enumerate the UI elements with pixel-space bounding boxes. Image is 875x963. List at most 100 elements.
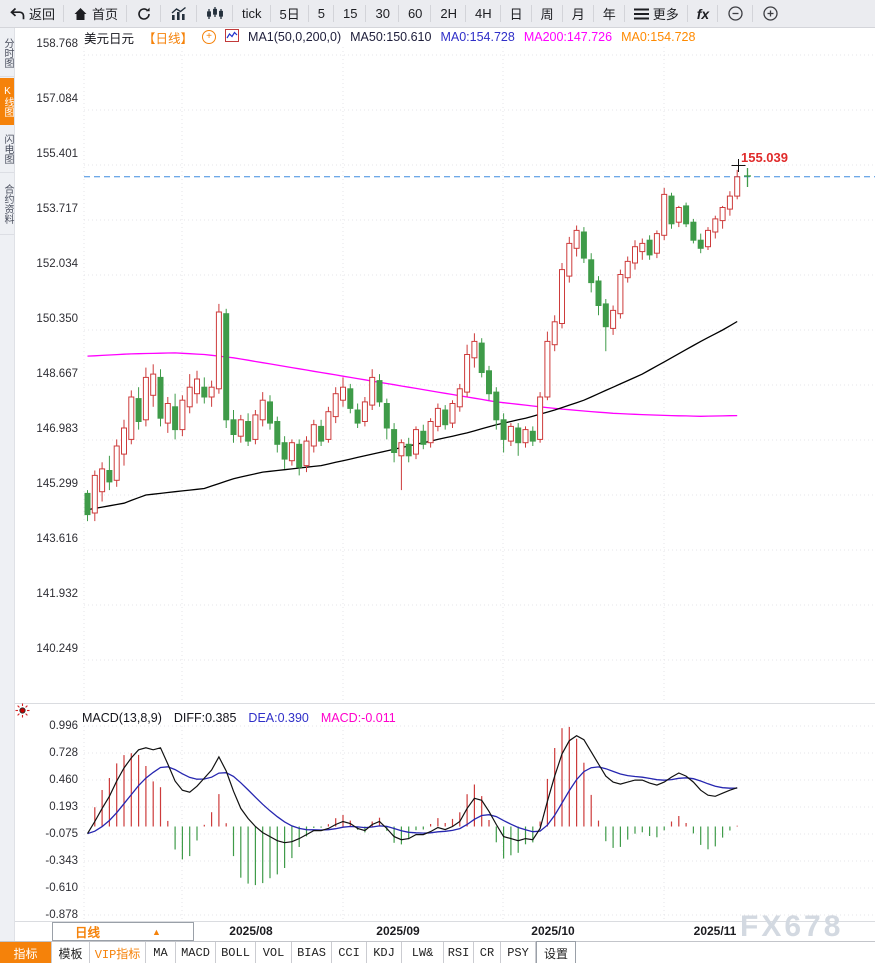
- macd-axis-label: 0.996: [49, 720, 78, 732]
- toolbar-label-day: 日: [509, 7, 523, 22]
- toolbar-item-m15[interactable]: 15: [334, 0, 367, 27]
- macd-title: MACD(13,8,9): [82, 711, 162, 725]
- indicator-tab-PSY[interactable]: PSY: [501, 942, 536, 963]
- toolbar-item-tick[interactable]: tick: [233, 0, 271, 27]
- toolbar-item-zoom-out[interactable]: [718, 0, 754, 27]
- toolbar-item-zoom-in[interactable]: [753, 0, 788, 27]
- price-axis-label: 143.616: [36, 533, 78, 545]
- toolbar-item-h4[interactable]: 4H: [466, 0, 501, 27]
- macd-dea-value: DEA:0.390: [248, 711, 309, 725]
- toolbar-label-week: 周: [540, 7, 554, 22]
- last-price-label: 155.039: [741, 150, 788, 165]
- indicator-tab-设置[interactable]: 设置: [536, 941, 576, 963]
- toolbar-label-home: 首页: [92, 7, 119, 22]
- candle-chart-icon: [206, 6, 224, 21]
- toolbar-item-fx[interactable]: fx: [688, 0, 719, 27]
- panel-separator: [15, 703, 875, 704]
- toolbar-item-back[interactable]: 返回: [0, 0, 65, 27]
- period-dropdown-button[interactable]: 日线 ▲: [52, 922, 194, 941]
- toolbar-item-more[interactable]: 更多: [625, 0, 688, 27]
- ma-settings-label: MA1(50,0,200,0): [248, 30, 342, 44]
- indicator-tab-指标[interactable]: 指标: [0, 942, 52, 963]
- indicator-tab-BIAS[interactable]: BIAS: [292, 942, 332, 963]
- indicator-tab-VOL[interactable]: VOL: [256, 942, 292, 963]
- ma0-orange-value: MA0:154.728: [621, 30, 696, 44]
- toolbar-item-day[interactable]: 日: [501, 0, 532, 27]
- toolbar-label-m15: 15: [343, 6, 358, 21]
- sidebar: 分时图 K线图 闪电图 合约资料: [0, 27, 15, 963]
- toolbar-item-m5[interactable]: 5: [309, 0, 335, 27]
- toolbar-label-month: 月: [571, 7, 585, 22]
- toolbar-item-m60[interactable]: 60: [399, 0, 432, 27]
- price-axis-label: 157.084: [36, 93, 78, 105]
- ma50-value: MA50:150.610: [350, 30, 432, 44]
- period-tag: 【日线】: [143, 31, 194, 46]
- toolbar-label-m60: 60: [407, 6, 423, 21]
- home-icon: [73, 7, 88, 21]
- toolbar: 返回 首页 tick 5日 5 15 30 60 2H 4H 日 周 月 年 更多 fx: [0, 0, 875, 28]
- toolbar-item-year[interactable]: 年: [594, 0, 625, 27]
- indicator-tab-MA[interactable]: MA: [146, 942, 176, 963]
- chart-header: 美元日元 【日线】 + MA1(50,0,200,0) MA50:150.610…: [84, 29, 696, 46]
- macd-header: MACD(13,8,9) DIFF:0.385 DEA:0.390 MACD:-…: [82, 710, 396, 726]
- toolbar-item-month[interactable]: 月: [563, 0, 594, 27]
- price-axis-label: 148.667: [36, 368, 78, 380]
- sidebar-tab-3[interactable]: 闪电图: [0, 126, 14, 173]
- zoom-out-icon: [727, 5, 744, 22]
- toolbar-item-m30[interactable]: 30: [366, 0, 400, 27]
- toolbar-label-more: 更多: [652, 7, 679, 22]
- indicator-tab-MACD[interactable]: MACD: [176, 942, 216, 963]
- indicator-tab-VIP指标[interactable]: VIP指标: [90, 942, 146, 963]
- macd-axis-label: 0.460: [49, 774, 78, 786]
- indicator-tab-bar: 指标 模板 VIP指标 MA MACD BOLL VOL BIAS CCI KDJ LW& RSI CR…: [0, 941, 875, 963]
- toolbar-item-refresh[interactable]: [127, 0, 162, 27]
- price-axis-label: 141.932: [36, 588, 78, 600]
- toolbar-label-tick: tick: [242, 6, 262, 21]
- macd-axis-label: 0.193: [49, 801, 78, 813]
- sidebar-tab-4[interactable]: 合约资料: [0, 174, 14, 235]
- indicator-tab-BOLL[interactable]: BOLL: [216, 942, 256, 963]
- toolbar-item-candle-chart[interactable]: [197, 0, 234, 27]
- x-axis-month-label: 2025/11: [693, 924, 737, 938]
- toolbar-item-home[interactable]: 首页: [64, 0, 128, 27]
- period-dropdown-label: 日线: [75, 926, 101, 940]
- indicator-tab-CCI[interactable]: CCI: [332, 942, 367, 963]
- indicator-tab-LW&[interactable]: LW&: [402, 942, 444, 963]
- macd-axis-label: -0.878: [45, 909, 78, 921]
- toolbar-label-5d: 5日: [279, 7, 300, 22]
- toolbar-label-year: 年: [602, 7, 616, 22]
- toolbar-item-h2[interactable]: 2H: [431, 0, 466, 27]
- symbol-name: 美元日元: [84, 31, 135, 46]
- menu-icon: [633, 8, 649, 20]
- macd-axis-label: -0.343: [45, 855, 78, 867]
- indicator-tab-模板[interactable]: 模板: [52, 942, 90, 963]
- price-axis-label: 153.717: [36, 203, 78, 215]
- x-axis-month-label: 2025/08: [229, 924, 273, 938]
- indicator-tab-CR[interactable]: CR: [474, 942, 501, 963]
- x-axis-month-label: 2025/10: [531, 924, 575, 938]
- indicator-settings-icon[interactable]: [15, 703, 30, 723]
- toolbar-item-bar-chart[interactable]: [161, 0, 198, 27]
- axis-separator: [15, 921, 875, 922]
- zoom-in-icon: [762, 5, 779, 22]
- indicator-tab-KDJ[interactable]: KDJ: [367, 942, 402, 963]
- dropdown-arrow-icon: ▲: [152, 926, 161, 937]
- price-axis-label: 150.350: [36, 313, 78, 325]
- sidebar-tab-1[interactable]: 分时图: [0, 30, 14, 77]
- ma200-value: MA200:147.726: [523, 30, 613, 44]
- indicator-tab-RSI[interactable]: RSI: [444, 942, 474, 963]
- toolbar-label-m30: 30: [375, 6, 390, 21]
- toolbar-label-m5: 5: [317, 6, 325, 21]
- add-indicator-icon[interactable]: +: [202, 30, 217, 44]
- x-axis-month-label: 2025/09: [376, 924, 420, 938]
- sidebar-tab-2[interactable]: K线图: [0, 78, 14, 125]
- toolbar-label-h2: 2H: [440, 6, 458, 21]
- watermark: FX678: [740, 910, 844, 943]
- price-axis-label: 152.034: [36, 258, 78, 270]
- back-arrow-icon: [9, 7, 25, 21]
- toolbar-item-5d[interactable]: 5日: [271, 0, 310, 27]
- toolbar-label-fx: fx: [696, 5, 710, 22]
- toolbar-item-week[interactable]: 周: [532, 0, 563, 27]
- macd-diff-value: DIFF:0.385: [173, 711, 237, 725]
